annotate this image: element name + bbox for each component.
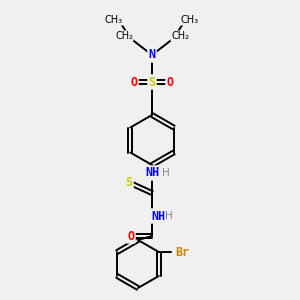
Text: Br: Br xyxy=(176,245,190,259)
Text: S: S xyxy=(125,176,133,190)
Text: NH: NH xyxy=(151,209,165,223)
Text: S: S xyxy=(148,76,156,88)
Text: N: N xyxy=(148,49,156,62)
Text: CH₃: CH₃ xyxy=(105,15,123,25)
Text: CH₂: CH₂ xyxy=(171,31,189,41)
Text: H: H xyxy=(162,168,170,178)
Text: CH₂: CH₂ xyxy=(115,31,133,41)
Text: O: O xyxy=(128,230,135,242)
Text: H: H xyxy=(165,211,173,221)
Text: O: O xyxy=(130,76,138,88)
Text: CH₃: CH₃ xyxy=(181,15,199,25)
Text: O: O xyxy=(167,76,174,88)
Text: NH: NH xyxy=(145,167,159,179)
